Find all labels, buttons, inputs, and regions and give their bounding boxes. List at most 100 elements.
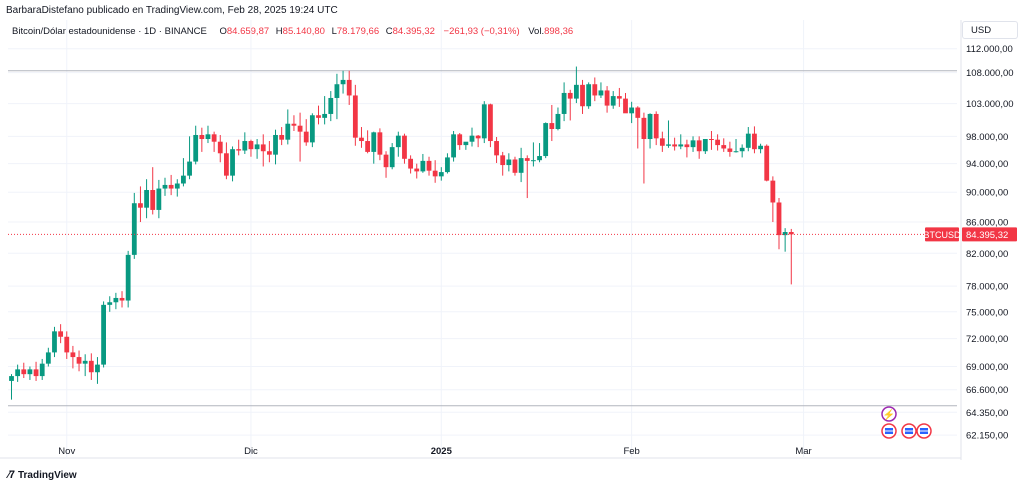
candle-down <box>414 168 420 172</box>
candle-up <box>610 96 616 106</box>
volume-key: Vol. <box>528 26 545 37</box>
candle-down <box>727 148 733 152</box>
candle-up <box>193 134 199 162</box>
candle-up <box>131 203 137 255</box>
lightning-glyph: ⚡ <box>883 408 895 421</box>
y-tick-label: 94.000,00 <box>966 159 1008 170</box>
candle-up <box>598 90 604 96</box>
candle-down <box>494 141 499 156</box>
candle-down <box>709 139 714 141</box>
candle-up <box>690 140 696 148</box>
candle-down <box>604 90 610 106</box>
candle-up <box>561 92 567 114</box>
candle-down <box>635 107 641 118</box>
candle-down <box>316 115 321 118</box>
candle-up <box>745 133 751 148</box>
candle-down <box>248 141 254 150</box>
tradingview-brand[interactable]: ⁄7 TradingView <box>8 469 77 481</box>
x-tick-label: Dic <box>244 446 258 457</box>
y-tick-label: 103.000,00 <box>966 99 1014 110</box>
x-tick-label: 2025 <box>431 446 453 457</box>
candle-up <box>174 183 180 189</box>
candle-up <box>451 134 456 158</box>
candle-down <box>346 79 352 96</box>
candle-up <box>52 331 57 353</box>
candle-down <box>58 331 64 337</box>
close-value: 84.395,32 <box>392 26 435 37</box>
candle-up <box>15 369 21 377</box>
candle-down <box>672 144 678 147</box>
candle-down <box>211 134 217 142</box>
candle-down <box>641 117 647 140</box>
candle-down <box>64 336 70 353</box>
y-tick-label: 62.150,00 <box>966 431 1008 442</box>
candle-up <box>162 184 168 189</box>
candle-up <box>463 141 469 146</box>
candle-down <box>70 352 76 358</box>
candle-down <box>580 84 585 107</box>
candle-up <box>113 297 119 303</box>
volume-value: 898,36 <box>544 26 574 37</box>
candle-up <box>420 160 426 172</box>
candle-down <box>168 184 174 189</box>
candle-up <box>9 376 14 381</box>
candle-up <box>144 190 149 208</box>
candle-down <box>432 170 438 177</box>
close-key: C <box>385 26 393 37</box>
candle-up <box>254 144 260 150</box>
open-value: 84.659,87 <box>226 26 270 37</box>
candle-down <box>616 96 622 99</box>
y-tick-label: 72.000,00 <box>966 334 1008 345</box>
ticker-tag-label: BTCUSD <box>923 230 961 240</box>
candle-down <box>199 134 205 140</box>
tradingview-logo-icon: ⁄7 <box>8 469 15 481</box>
candle-up <box>543 123 549 157</box>
last-price-label: 84.395,32 <box>966 230 1008 241</box>
candle-up <box>340 79 346 85</box>
candle-down <box>377 132 383 155</box>
candle-up <box>395 135 401 148</box>
y-tick-label: 75.000,00 <box>966 307 1008 318</box>
candle-down <box>359 137 364 142</box>
y-tick-label: 90.000,00 <box>966 188 1008 199</box>
candle-down <box>217 141 223 154</box>
change-value: −261,93 (−0,31%) <box>443 26 520 37</box>
candle-down <box>119 297 125 301</box>
candle-up <box>285 123 291 140</box>
x-tick-label: Feb <box>623 446 639 457</box>
currency-selector[interactable]: USD <box>962 21 1018 39</box>
candle-up <box>555 113 561 130</box>
candle-up <box>647 113 653 140</box>
candle-down <box>788 232 794 235</box>
candle-down <box>752 133 757 150</box>
candle-down <box>88 360 94 373</box>
candle-up <box>45 352 51 364</box>
candle-up <box>181 175 186 184</box>
candle-down <box>776 202 782 236</box>
candle-up <box>782 232 788 236</box>
candle-down <box>696 140 702 152</box>
candle-up <box>107 302 113 305</box>
candle-down <box>764 145 770 181</box>
candle-down <box>291 123 297 126</box>
candle-up <box>156 188 162 210</box>
candle-up <box>273 134 278 155</box>
candle-up <box>629 107 635 114</box>
candle-up <box>371 132 377 152</box>
y-tick-label: 112.000,00 <box>966 44 1013 55</box>
candle-up <box>481 104 487 139</box>
low-value: 78.179,66 <box>336 26 380 37</box>
candle-up <box>758 145 763 150</box>
candle-down <box>279 134 285 140</box>
candle-down <box>715 139 720 146</box>
candle-up <box>666 144 671 146</box>
candle-up <box>334 84 340 98</box>
candle-down <box>383 154 389 168</box>
candle-up <box>27 369 33 375</box>
candle-up <box>95 364 100 373</box>
candle-down <box>623 98 628 114</box>
candle-down <box>76 357 82 364</box>
ticker-tag <box>925 227 959 242</box>
candle-up <box>537 156 542 161</box>
